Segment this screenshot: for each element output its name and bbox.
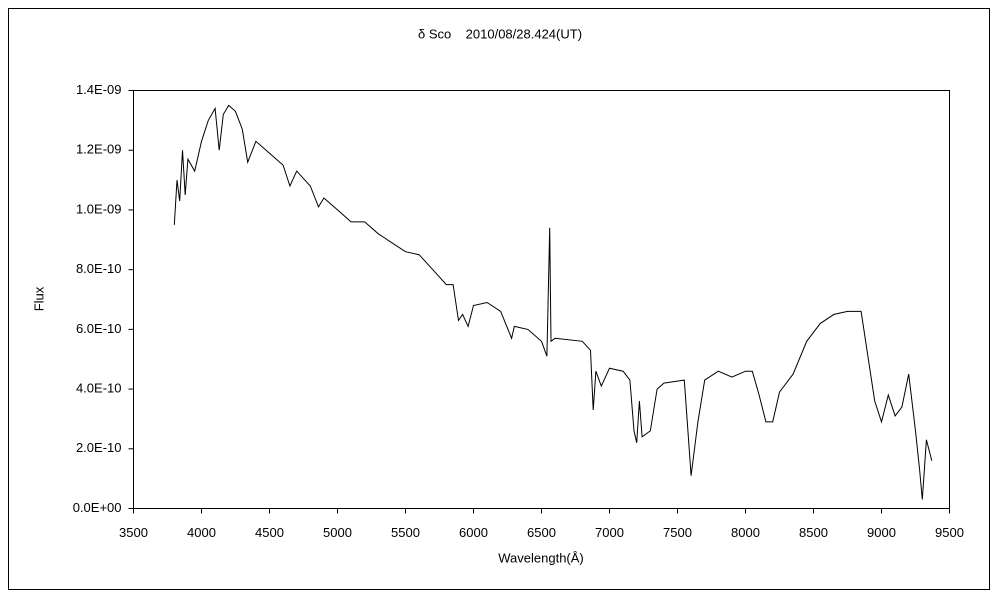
x-tick-label: 8000 bbox=[731, 525, 760, 540]
x-tick-label: 9500 bbox=[935, 525, 964, 540]
y-tick-label: 4.0E-10 bbox=[76, 381, 122, 396]
spectrum-line bbox=[173, 104, 933, 500]
x-tick-label: 7000 bbox=[595, 525, 624, 540]
y-tick-label: 2.0E-10 bbox=[76, 440, 122, 455]
y-tick-label: 6.0E-10 bbox=[76, 321, 122, 336]
x-tick-label: 7500 bbox=[663, 525, 692, 540]
y-tick-label: 8.0E-10 bbox=[76, 261, 122, 276]
y-tick-label: 1.4E-09 bbox=[76, 82, 122, 97]
x-tick-label: 4500 bbox=[255, 525, 284, 540]
y-tick-label: 1.0E-09 bbox=[76, 201, 122, 216]
x-tick-label: 8500 bbox=[799, 525, 828, 540]
x-tick-label: 9000 bbox=[867, 525, 896, 540]
x-tick-label: 6500 bbox=[527, 525, 556, 540]
y-axis-label: Flux bbox=[31, 286, 46, 311]
chart-title: δ Sco 2010/08/28.424(UT) bbox=[418, 26, 582, 41]
y-tick-label: 1.2E-09 bbox=[76, 142, 122, 157]
y-tick-label: 0.0E+00 bbox=[73, 500, 122, 515]
x-tick-label: 3500 bbox=[119, 525, 148, 540]
x-tick-label: 6000 bbox=[459, 525, 488, 540]
x-tick-label: 5000 bbox=[323, 525, 352, 540]
chart-border bbox=[8, 8, 990, 590]
x-axis-label: Wavelength(Å) bbox=[498, 550, 584, 565]
x-tick-label: 4000 bbox=[187, 525, 216, 540]
x-tick-label: 5500 bbox=[391, 525, 420, 540]
